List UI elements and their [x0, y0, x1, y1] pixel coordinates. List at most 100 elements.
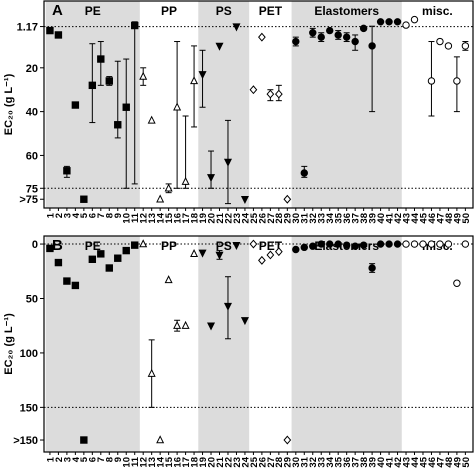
group-label: PS	[216, 239, 232, 253]
x-tick-label: 11	[130, 212, 141, 223]
x-tick-label: 8	[105, 213, 116, 218]
y-tick-label: 75	[26, 183, 38, 195]
group-label: PE	[85, 4, 101, 18]
x-tick-label: 1	[45, 212, 56, 218]
marker	[105, 264, 113, 272]
x-tick-label: 26	[257, 457, 268, 468]
marker	[351, 37, 359, 46]
x-tick-label: 1	[45, 456, 56, 462]
group-label: Elastomers	[314, 4, 379, 18]
x-tick-label: 43	[401, 457, 412, 468]
x-tick-label: 41	[384, 212, 395, 223]
marker	[444, 240, 453, 248]
x-tick-label: 19	[198, 213, 209, 224]
x-tick-label: 20	[206, 213, 217, 224]
marker	[385, 240, 393, 248]
x-tick-label: 28	[274, 213, 285, 224]
marker	[88, 81, 97, 90]
marker	[359, 241, 368, 249]
marker	[198, 249, 207, 258]
marker	[274, 89, 283, 99]
marker	[436, 37, 444, 46]
x-tick-label: 38	[359, 213, 370, 224]
marker	[139, 239, 148, 248]
marker	[105, 77, 113, 85]
x-tick-label: 16	[173, 213, 184, 224]
marker	[317, 240, 325, 248]
x-tick-label: 5	[79, 212, 90, 218]
x-tick-label: 6	[88, 457, 99, 462]
x-tick-label: 28	[274, 457, 285, 468]
x-tick-label: 4	[71, 456, 82, 462]
marker	[156, 435, 165, 444]
x-tick-label: 13	[147, 213, 158, 224]
x-tick-label: 49	[452, 457, 463, 468]
marker	[292, 245, 300, 254]
x-tick-label: 9	[113, 457, 124, 462]
x-tick-label: 38	[359, 457, 370, 468]
group-shade	[291, 236, 402, 452]
x-tick-label: 42	[393, 457, 404, 468]
x-tick-label: 15	[164, 456, 175, 467]
x-tick-label: 6	[88, 213, 99, 218]
x-tick-label: 49	[452, 213, 463, 224]
x-tick-label: 45	[418, 456, 429, 467]
x-tick-label: 37	[351, 213, 362, 224]
x-tick-label: 27	[266, 213, 277, 224]
marker	[240, 196, 249, 205]
x-tick-label: 36	[342, 213, 353, 224]
group-label: PET	[259, 4, 283, 18]
marker	[80, 436, 88, 444]
x-tick-label: 35	[334, 212, 345, 223]
marker	[173, 102, 182, 111]
group-label: PS	[216, 4, 232, 18]
x-tick-label: 47	[435, 457, 446, 468]
marker	[419, 240, 427, 248]
marker	[173, 320, 182, 329]
x-tick-label: 23	[232, 213, 243, 224]
x-tick-label: 14	[156, 212, 167, 223]
y-axis-label: EC₂₀ (g L⁻¹)	[3, 73, 15, 135]
plot-frame	[43, 0, 474, 209]
y-tick-label: 60	[26, 150, 38, 162]
marker	[351, 242, 359, 250]
x-tick-label: 36	[342, 457, 353, 468]
marker	[190, 249, 199, 258]
marker	[300, 243, 308, 252]
x-tick-label: 10	[122, 213, 133, 224]
x-tick-label: 16	[173, 457, 184, 468]
marker	[71, 281, 80, 290]
marker	[283, 194, 292, 204]
x-tick-label: 9	[113, 213, 124, 218]
marker	[266, 89, 275, 99]
x-tick-label: 5	[79, 456, 90, 462]
x-tick-label: 25	[249, 212, 260, 223]
x-tick-label: 22	[223, 213, 234, 224]
marker	[147, 368, 156, 377]
marker	[97, 55, 105, 63]
y-tick-label: 40	[26, 107, 38, 119]
marker	[402, 240, 410, 248]
marker	[190, 76, 199, 85]
x-tick-label: 46	[427, 213, 438, 224]
x-tick-label: 31	[300, 456, 311, 467]
x-tick-label: 48	[444, 457, 455, 468]
x-tick-label: 29	[283, 457, 294, 468]
group-shade	[291, 1, 402, 208]
marker	[46, 26, 54, 35]
marker	[385, 18, 393, 26]
marker	[207, 174, 216, 183]
marker	[376, 18, 385, 26]
marker	[181, 320, 190, 329]
x-tick-label: 3	[62, 457, 73, 462]
x-tick-label: 14	[156, 456, 167, 467]
marker	[266, 250, 275, 260]
marker	[376, 240, 385, 248]
marker	[215, 42, 224, 51]
marker	[410, 15, 419, 24]
x-tick-label: 15	[164, 212, 175, 223]
x-tick-label: 39	[368, 213, 379, 224]
panel-label: B	[52, 237, 63, 254]
marker	[97, 250, 105, 258]
